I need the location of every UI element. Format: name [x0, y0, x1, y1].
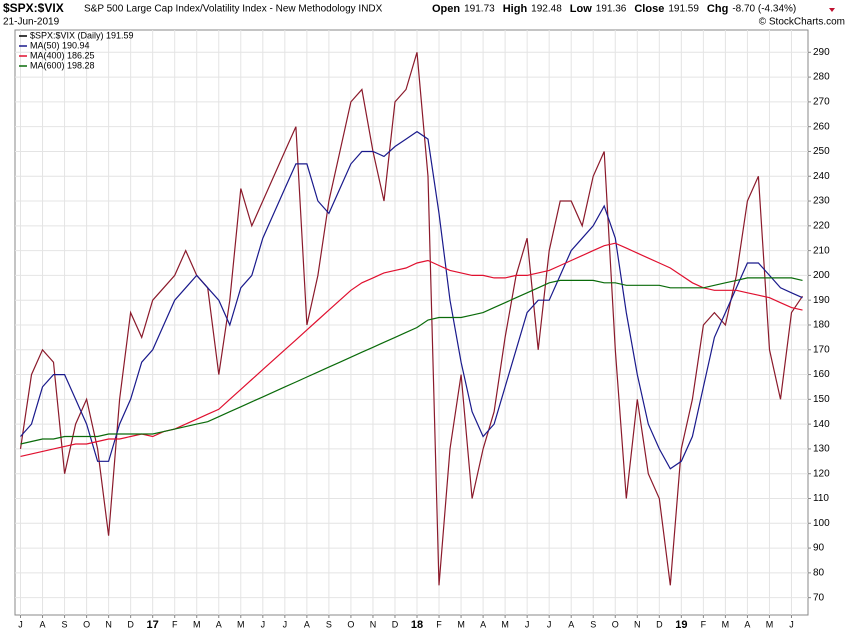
legend-entry: MA(400) 186.25 [30, 50, 95, 60]
x-tick-label: M [766, 619, 774, 629]
y-tick-label: 100 [813, 518, 830, 529]
y-tick-label: 210 [813, 245, 830, 256]
x-tick-label: A [40, 619, 46, 629]
y-tick-label: 290 [813, 47, 830, 58]
y-tick-label: 150 [813, 394, 830, 405]
x-tick-label: 19 [675, 619, 687, 631]
x-tick-label: M [237, 619, 245, 629]
y-tick-label: 70 [813, 592, 825, 603]
y-tick-label: 110 [813, 493, 829, 504]
x-tick-label: J [18, 619, 23, 629]
y-tick-label: 120 [813, 468, 830, 479]
quote-value: -8.70 (-4.34%) [732, 4, 796, 15]
x-tick-label: S [62, 619, 68, 629]
x-tick-label: A [304, 619, 310, 629]
quote-label: Chg [707, 3, 728, 15]
x-tick-label: J [547, 619, 552, 629]
y-tick-label: 270 [813, 97, 830, 108]
y-tick-label: 260 [813, 121, 830, 132]
x-tick-label: A [216, 619, 222, 629]
x-tick-label: N [370, 619, 377, 629]
chart-title: S&P 500 Large Cap Index/Volatility Index… [84, 4, 383, 15]
y-tick-label: 140 [813, 419, 830, 430]
symbol: $SPX:$VIX [3, 1, 64, 15]
legend-entry: MA(50) 190.94 [30, 40, 90, 50]
y-tick-label: 240 [813, 171, 830, 182]
x-tick-label: A [568, 619, 574, 629]
x-tick-label: O [612, 619, 619, 629]
x-tick-label: F [701, 619, 707, 629]
x-tick-label: 18 [411, 619, 423, 631]
x-tick-label: A [744, 619, 750, 629]
x-tick-label: N [634, 619, 641, 629]
date: 21-Jun-2019 [3, 17, 60, 28]
change-arrow [829, 8, 835, 12]
y-tick-label: 190 [813, 295, 830, 306]
legend-entry: $SPX:$VIX (Daily) 191.59 [30, 30, 134, 40]
x-tick-label: J [525, 619, 530, 629]
y-tick-label: 160 [813, 369, 830, 380]
quote-label: Close [634, 3, 664, 15]
series-line [19, 52, 803, 586]
series-line [20, 242, 803, 457]
y-tick-label: 280 [813, 72, 830, 83]
y-tick-label: 170 [813, 344, 830, 355]
y-tick-label: 230 [813, 196, 830, 207]
quote-label: Open [432, 3, 460, 15]
quote-label: High [503, 3, 528, 15]
x-tick-label: D [656, 619, 663, 629]
x-tick-label: M [193, 619, 201, 629]
y-tick-label: 200 [813, 270, 830, 281]
quote-label: Low [570, 3, 592, 15]
x-tick-label: M [457, 619, 465, 629]
x-tick-label: O [347, 619, 354, 629]
x-tick-label: J [789, 619, 794, 629]
series-line [20, 277, 803, 445]
y-tick-label: 220 [813, 220, 830, 231]
x-tick-label: F [436, 619, 442, 629]
series-line [20, 130, 803, 470]
quote-value: 191.36 [596, 4, 627, 15]
y-tick-label: 80 [813, 568, 825, 579]
x-tick-label: N [105, 619, 112, 629]
x-tick-label: 17 [147, 619, 159, 631]
quote-value: 191.73 [464, 4, 495, 15]
x-tick-label: D [127, 619, 134, 629]
x-tick-label: A [480, 619, 486, 629]
x-tick-label: M [501, 619, 509, 629]
watermark: © StockCharts.com [759, 17, 845, 28]
quote-value: 192.48 [531, 4, 562, 15]
y-tick-label: 90 [813, 543, 825, 554]
y-tick-label: 180 [813, 320, 830, 331]
x-tick-label: J [283, 619, 288, 629]
x-tick-label: F [172, 619, 178, 629]
x-tick-label: M [722, 619, 730, 629]
y-tick-label: 250 [813, 146, 830, 157]
x-tick-label: J [261, 619, 266, 629]
y-tick-label: 130 [813, 444, 830, 455]
x-tick-label: O [83, 619, 90, 629]
x-tick-label: S [326, 619, 332, 629]
x-tick-label: S [590, 619, 596, 629]
plot-frame [14, 29, 809, 616]
x-tick-label: D [392, 619, 399, 629]
quote-value: 191.59 [668, 4, 699, 15]
legend-entry: MA(600) 198.28 [30, 60, 95, 70]
